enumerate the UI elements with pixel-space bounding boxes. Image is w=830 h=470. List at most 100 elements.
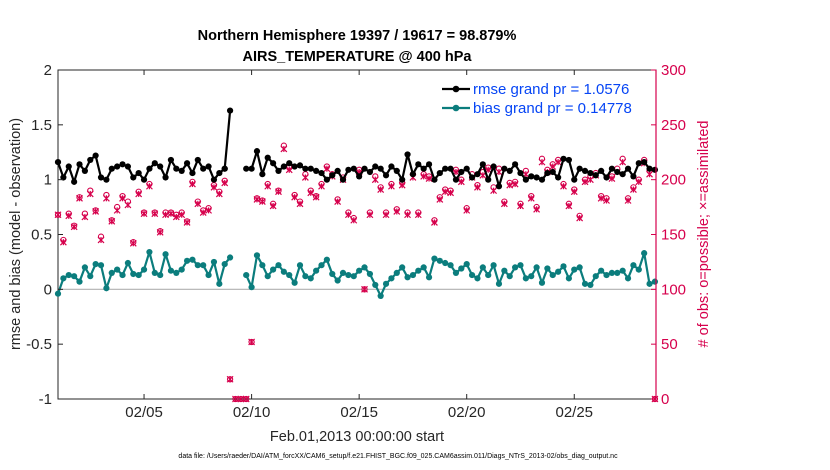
rmse-data-point bbox=[60, 174, 67, 181]
rmse-data-point bbox=[92, 152, 99, 159]
bias-data-point bbox=[270, 266, 277, 273]
bias-data-point bbox=[200, 262, 207, 269]
rmse-data-point bbox=[619, 171, 626, 178]
bias-data-point bbox=[323, 256, 330, 263]
rmse-data-point bbox=[479, 161, 486, 168]
obs-assimilated-marker bbox=[629, 186, 637, 193]
bias-data-point bbox=[522, 275, 529, 282]
rmse-data-point bbox=[399, 176, 406, 183]
obs-assimilated-marker bbox=[382, 211, 390, 219]
obs-assimilated-marker bbox=[635, 178, 643, 186]
rmse-data-point bbox=[189, 169, 196, 177]
y-right-tick-label: 300 bbox=[661, 62, 686, 79]
obs-assimilated-marker bbox=[194, 200, 202, 208]
rmse-data-point bbox=[210, 176, 218, 183]
rmse-data-point bbox=[318, 169, 325, 177]
obs-assimilated-marker bbox=[398, 181, 406, 189]
rmse-data-point bbox=[329, 172, 336, 179]
obs-assimilated-marker bbox=[151, 210, 159, 218]
obs-assimilated-marker bbox=[205, 206, 212, 214]
bias-data-point bbox=[538, 279, 546, 286]
legend-bias-marker bbox=[452, 104, 460, 112]
x-tick-label: 02/10 bbox=[233, 404, 271, 421]
bias-data-point bbox=[533, 264, 540, 271]
bias-data-point bbox=[512, 264, 519, 271]
x-tick-label: 02/25 bbox=[555, 404, 593, 421]
bias-data-point bbox=[183, 257, 191, 264]
bias-data-point bbox=[151, 269, 158, 276]
bias-data-point bbox=[614, 269, 621, 276]
obs-assimilated-marker bbox=[285, 166, 293, 174]
bias-data-point bbox=[194, 262, 201, 269]
obs-assimilated-marker bbox=[113, 206, 121, 214]
rmse-data-point bbox=[468, 174, 476, 181]
bias-data-point bbox=[307, 275, 314, 282]
rmse-data-point bbox=[425, 161, 433, 168]
y-tick-label: 1.5 bbox=[31, 117, 52, 134]
rmse-data-point bbox=[603, 174, 610, 181]
rmse-data-point bbox=[528, 173, 535, 180]
bias-data-point bbox=[619, 267, 626, 274]
bias-data-point bbox=[114, 266, 121, 273]
rmse-data-point bbox=[248, 165, 255, 172]
rmse-data-point bbox=[356, 173, 363, 180]
rmse-data-point bbox=[576, 165, 583, 172]
rmse-data-point bbox=[173, 165, 180, 172]
bias-data-point bbox=[646, 280, 653, 287]
y-tick-label: -0.5 bbox=[26, 336, 52, 353]
bias-data-point bbox=[259, 262, 266, 269]
bias-data-point bbox=[205, 271, 212, 279]
rmse-data-point bbox=[447, 165, 454, 172]
obs-assimilated-marker bbox=[393, 208, 401, 215]
rmse-data-point bbox=[361, 165, 368, 172]
obs-assimilated-marker bbox=[167, 210, 175, 218]
obs-assimilated-marker bbox=[307, 189, 315, 197]
bias-data-point bbox=[264, 273, 271, 280]
x-axis-label: Feb.01,2013 00:00:00 start bbox=[270, 429, 444, 445]
rmse-data-point bbox=[135, 169, 142, 177]
bias-data-point bbox=[226, 254, 234, 261]
bias-data-point bbox=[630, 262, 637, 269]
rmse-data-point bbox=[108, 165, 115, 172]
bias-data-point bbox=[108, 269, 115, 276]
y-tick-label: 0.5 bbox=[31, 227, 52, 244]
obs-assimilated-marker bbox=[608, 175, 616, 182]
rmse-data-point bbox=[243, 165, 250, 172]
bias-data-point bbox=[162, 251, 169, 258]
bias-data-point bbox=[549, 271, 556, 279]
obs-assimilated-marker bbox=[527, 194, 535, 202]
x-tick-label: 02/05 bbox=[125, 404, 163, 421]
obs-assimilated-marker bbox=[371, 176, 379, 184]
rmse-data-point bbox=[71, 178, 78, 185]
rmse-data-point bbox=[624, 165, 632, 172]
rmse-data-point bbox=[270, 160, 277, 167]
bias-data-point bbox=[485, 271, 492, 279]
rmse-data-point bbox=[323, 176, 330, 183]
rmse-data-point bbox=[608, 165, 616, 172]
bias-data-point bbox=[404, 274, 411, 281]
rmse-data-point bbox=[259, 171, 266, 178]
chart-title-line1: Northern Hemisphere 19397 / 19617 = 98.8… bbox=[198, 28, 517, 44]
rmse-data-point bbox=[651, 166, 659, 173]
obs-assimilated-marker bbox=[264, 182, 272, 190]
obs-assimilated-marker bbox=[59, 238, 67, 246]
bias-data-point bbox=[506, 273, 513, 280]
bias-data-point bbox=[361, 264, 368, 271]
bias-data-point bbox=[76, 278, 83, 285]
obs-assimilated-marker bbox=[189, 180, 196, 188]
bias-data-point bbox=[490, 262, 497, 269]
rmse-data-point bbox=[194, 156, 201, 164]
rmse-data-point bbox=[216, 169, 223, 177]
obs-assimilated-marker bbox=[366, 211, 374, 219]
rmse-data-point bbox=[81, 167, 88, 174]
bias-data-point bbox=[576, 264, 583, 271]
bias-data-point bbox=[92, 261, 99, 268]
bias-data-point bbox=[388, 275, 395, 282]
data-file-footnote: data file: /Users/raeder/DAI/ATM_forcXX/… bbox=[178, 453, 618, 460]
bias-data-point bbox=[140, 266, 148, 273]
y-right-tick-label: 0 bbox=[661, 391, 669, 408]
rmse-data-point bbox=[221, 165, 228, 172]
bias-data-point bbox=[135, 271, 142, 279]
obs-assimilated-marker bbox=[576, 214, 584, 222]
rmse-data-point bbox=[124, 163, 132, 170]
